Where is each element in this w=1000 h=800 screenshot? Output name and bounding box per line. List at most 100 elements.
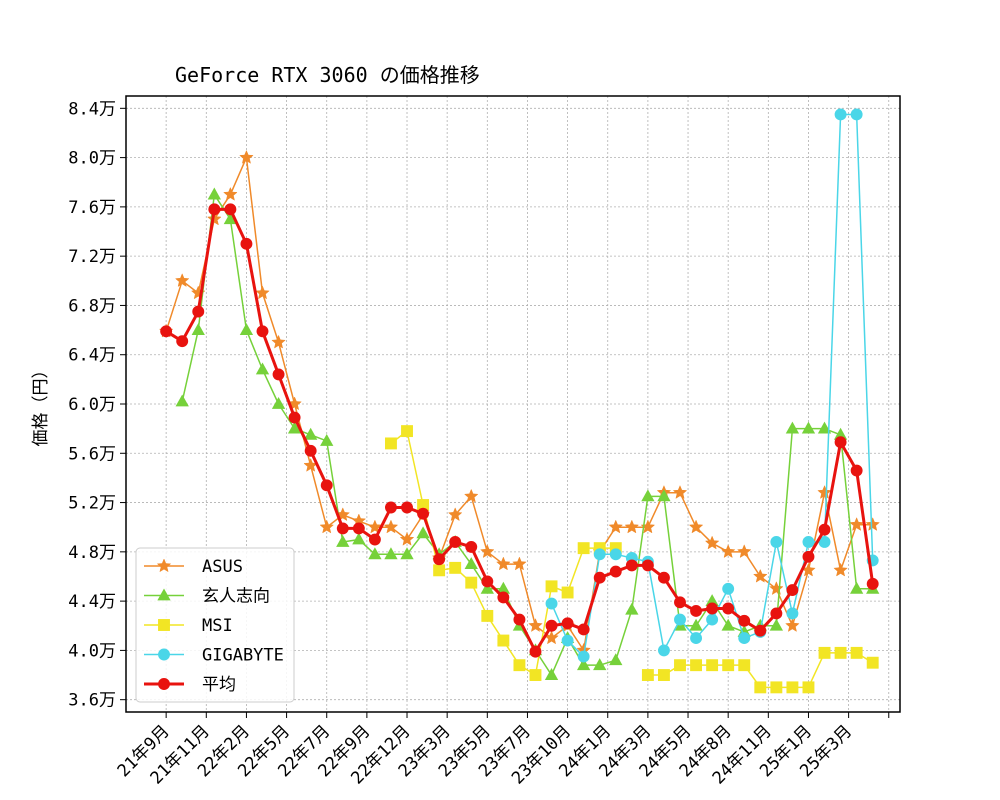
- data-point: [770, 536, 783, 548]
- data-point: [786, 607, 799, 620]
- data-point: [722, 582, 735, 595]
- data-point: [417, 499, 430, 511]
- legend-label: 平均: [202, 675, 236, 695]
- data-point: [545, 619, 558, 632]
- data-point: [208, 203, 221, 216]
- data-point: [866, 656, 879, 669]
- data-point: [736, 544, 752, 559]
- data-point: [224, 203, 237, 216]
- legend-label: MSI: [202, 616, 233, 636]
- data-point: [497, 634, 510, 647]
- data-point: [529, 669, 542, 681]
- data-point: [336, 522, 349, 535]
- data-point: [705, 594, 719, 607]
- data-point: [336, 534, 350, 547]
- data-point: [672, 485, 688, 499]
- data-point: [754, 681, 767, 694]
- data-point: [577, 542, 590, 555]
- data-point: [463, 488, 479, 503]
- data-point: [786, 681, 799, 694]
- data-point: [399, 531, 415, 546]
- data-point: [770, 607, 783, 620]
- data-point: [240, 237, 253, 250]
- data-point: [593, 658, 607, 671]
- data-point: [480, 581, 494, 594]
- data-point: [624, 519, 640, 534]
- data-point: [368, 533, 381, 546]
- y-tick-label: 4.0万: [68, 641, 116, 661]
- y-tick-label: 7.6万: [68, 198, 116, 218]
- legend-marker: [157, 588, 171, 601]
- data-point: [706, 613, 719, 626]
- data-point: [528, 618, 543, 632]
- data-point: [674, 596, 686, 609]
- legend-box: [135, 547, 295, 703]
- data-point: [609, 653, 623, 666]
- data-point: [738, 614, 751, 627]
- data-point: [255, 362, 270, 375]
- data-point: [255, 285, 270, 300]
- data-point: [609, 548, 622, 561]
- data-point: [481, 575, 494, 588]
- data-point: [577, 623, 590, 636]
- data-point: [753, 568, 768, 583]
- data-point: [706, 602, 719, 615]
- data-point: [704, 535, 720, 550]
- y-tick-label: 8.4万: [68, 99, 116, 119]
- data-point: [497, 591, 510, 604]
- data-point: [320, 433, 334, 446]
- series-3: [545, 108, 879, 663]
- legend-marker: [156, 558, 172, 573]
- data-point: [625, 559, 638, 572]
- data-point: [320, 479, 333, 492]
- data-point: [256, 325, 269, 338]
- legend-label: 玄人志向: [202, 587, 270, 607]
- data-point: [464, 557, 478, 570]
- data-point: [625, 602, 639, 615]
- data-point: [657, 571, 670, 584]
- data-point: [400, 547, 414, 560]
- data-point: [529, 645, 542, 658]
- data-point: [674, 613, 686, 626]
- data-point: [191, 323, 205, 335]
- series-2: [385, 425, 879, 694]
- data-point: [817, 421, 832, 434]
- chart-title: GeForce RTX 3060 の価格推移: [175, 63, 480, 87]
- y-tick-label: 6.0万: [68, 395, 116, 415]
- data-point: [720, 544, 736, 559]
- data-point: [417, 507, 430, 520]
- data-point: [239, 323, 254, 335]
- data-point: [449, 536, 462, 548]
- data-point: [738, 659, 751, 672]
- y-tick-label: 4.8万: [68, 543, 116, 563]
- data-point: [754, 624, 767, 637]
- legend-marker: [158, 619, 170, 631]
- data-point: [690, 632, 703, 645]
- data-point: [722, 659, 735, 672]
- data-point: [223, 186, 238, 201]
- data-point: [465, 540, 478, 553]
- data-point: [833, 427, 848, 440]
- legend-marker: [158, 678, 170, 690]
- data-point: [834, 436, 847, 449]
- data-point: [160, 325, 173, 338]
- data-point: [319, 519, 334, 534]
- data-point: [513, 613, 526, 626]
- data-point: [802, 550, 815, 563]
- data-point: [368, 547, 382, 560]
- data-point: [738, 632, 751, 645]
- data-point: [447, 507, 463, 522]
- data-point: [722, 602, 735, 615]
- data-point: [850, 108, 863, 121]
- data-point: [465, 576, 478, 589]
- data-point: [272, 368, 285, 381]
- data-point: [481, 609, 494, 622]
- series-4: [160, 203, 879, 658]
- data-point: [223, 212, 238, 225]
- data-point: [383, 519, 399, 534]
- y-axis-label: 価格（円）: [31, 362, 51, 447]
- y-tick-label: 5.6万: [68, 444, 116, 464]
- data-point: [609, 565, 622, 578]
- data-point: [192, 305, 205, 318]
